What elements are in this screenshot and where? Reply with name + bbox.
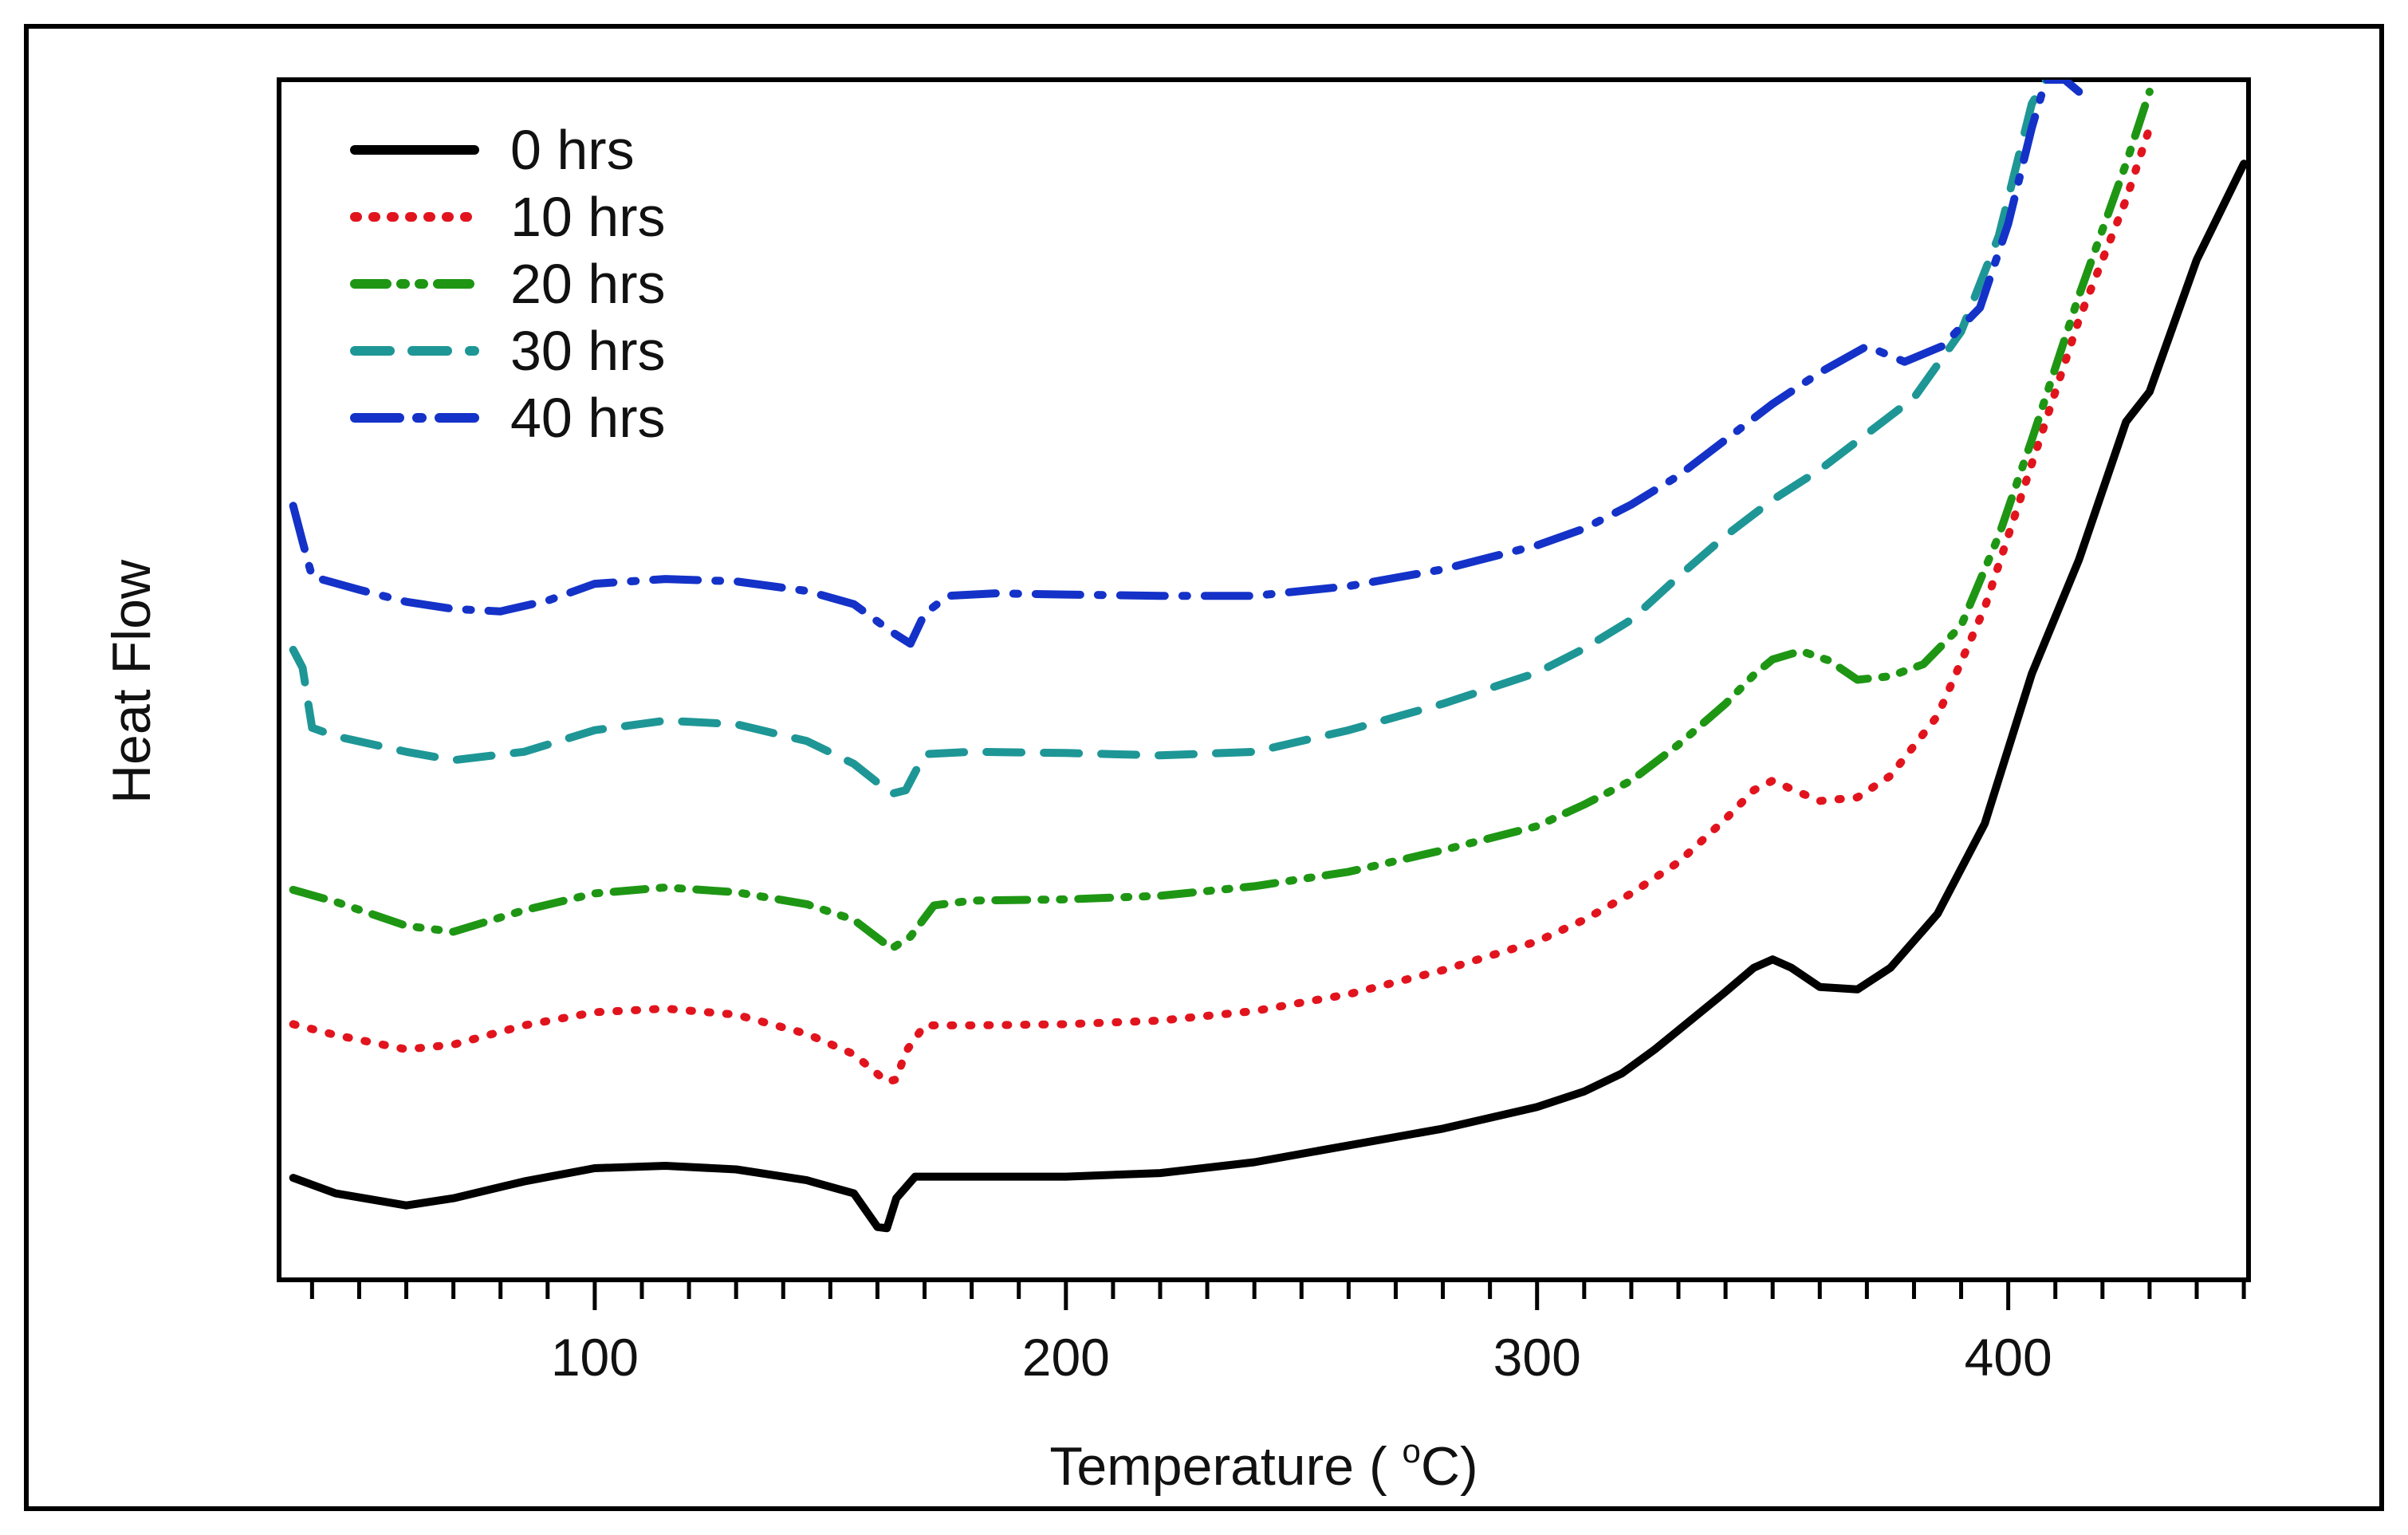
x-axis-title: Temperature ( oC) bbox=[1049, 1432, 1477, 1497]
legend-label: 10 hrs bbox=[510, 186, 666, 248]
series-line-10-hrs bbox=[289, 124, 2154, 1086]
legend-label: 30 hrs bbox=[510, 320, 666, 382]
x-tick-label: 400 bbox=[1965, 1328, 2052, 1387]
legend-label: 0 hrs bbox=[510, 119, 635, 181]
x-axis-title-unit: C) bbox=[1421, 1436, 1478, 1497]
x-tick-label: 100 bbox=[551, 1328, 639, 1387]
x-tick-label: 200 bbox=[1022, 1328, 1110, 1387]
series-line-40-hrs bbox=[289, 80, 2083, 648]
series-line-30-hrs bbox=[289, 80, 2050, 798]
series-lines bbox=[289, 80, 2249, 1233]
plot-area bbox=[277, 77, 2251, 1282]
legend-label: 40 hrs bbox=[510, 387, 666, 449]
series-line-0-hrs bbox=[289, 159, 2249, 1233]
x-axis-title-degree: o bbox=[1403, 1432, 1421, 1470]
legend-label: 20 hrs bbox=[510, 253, 666, 315]
y-axis-title: Heat Flow bbox=[101, 559, 162, 804]
x-axis-title-main: Temperature ( bbox=[1049, 1436, 1402, 1497]
series-line-20-hrs bbox=[289, 88, 2154, 953]
x-axis: 100 200 300 400 bbox=[309, 1280, 2246, 1387]
x-tick-label: 300 bbox=[1493, 1328, 1581, 1387]
